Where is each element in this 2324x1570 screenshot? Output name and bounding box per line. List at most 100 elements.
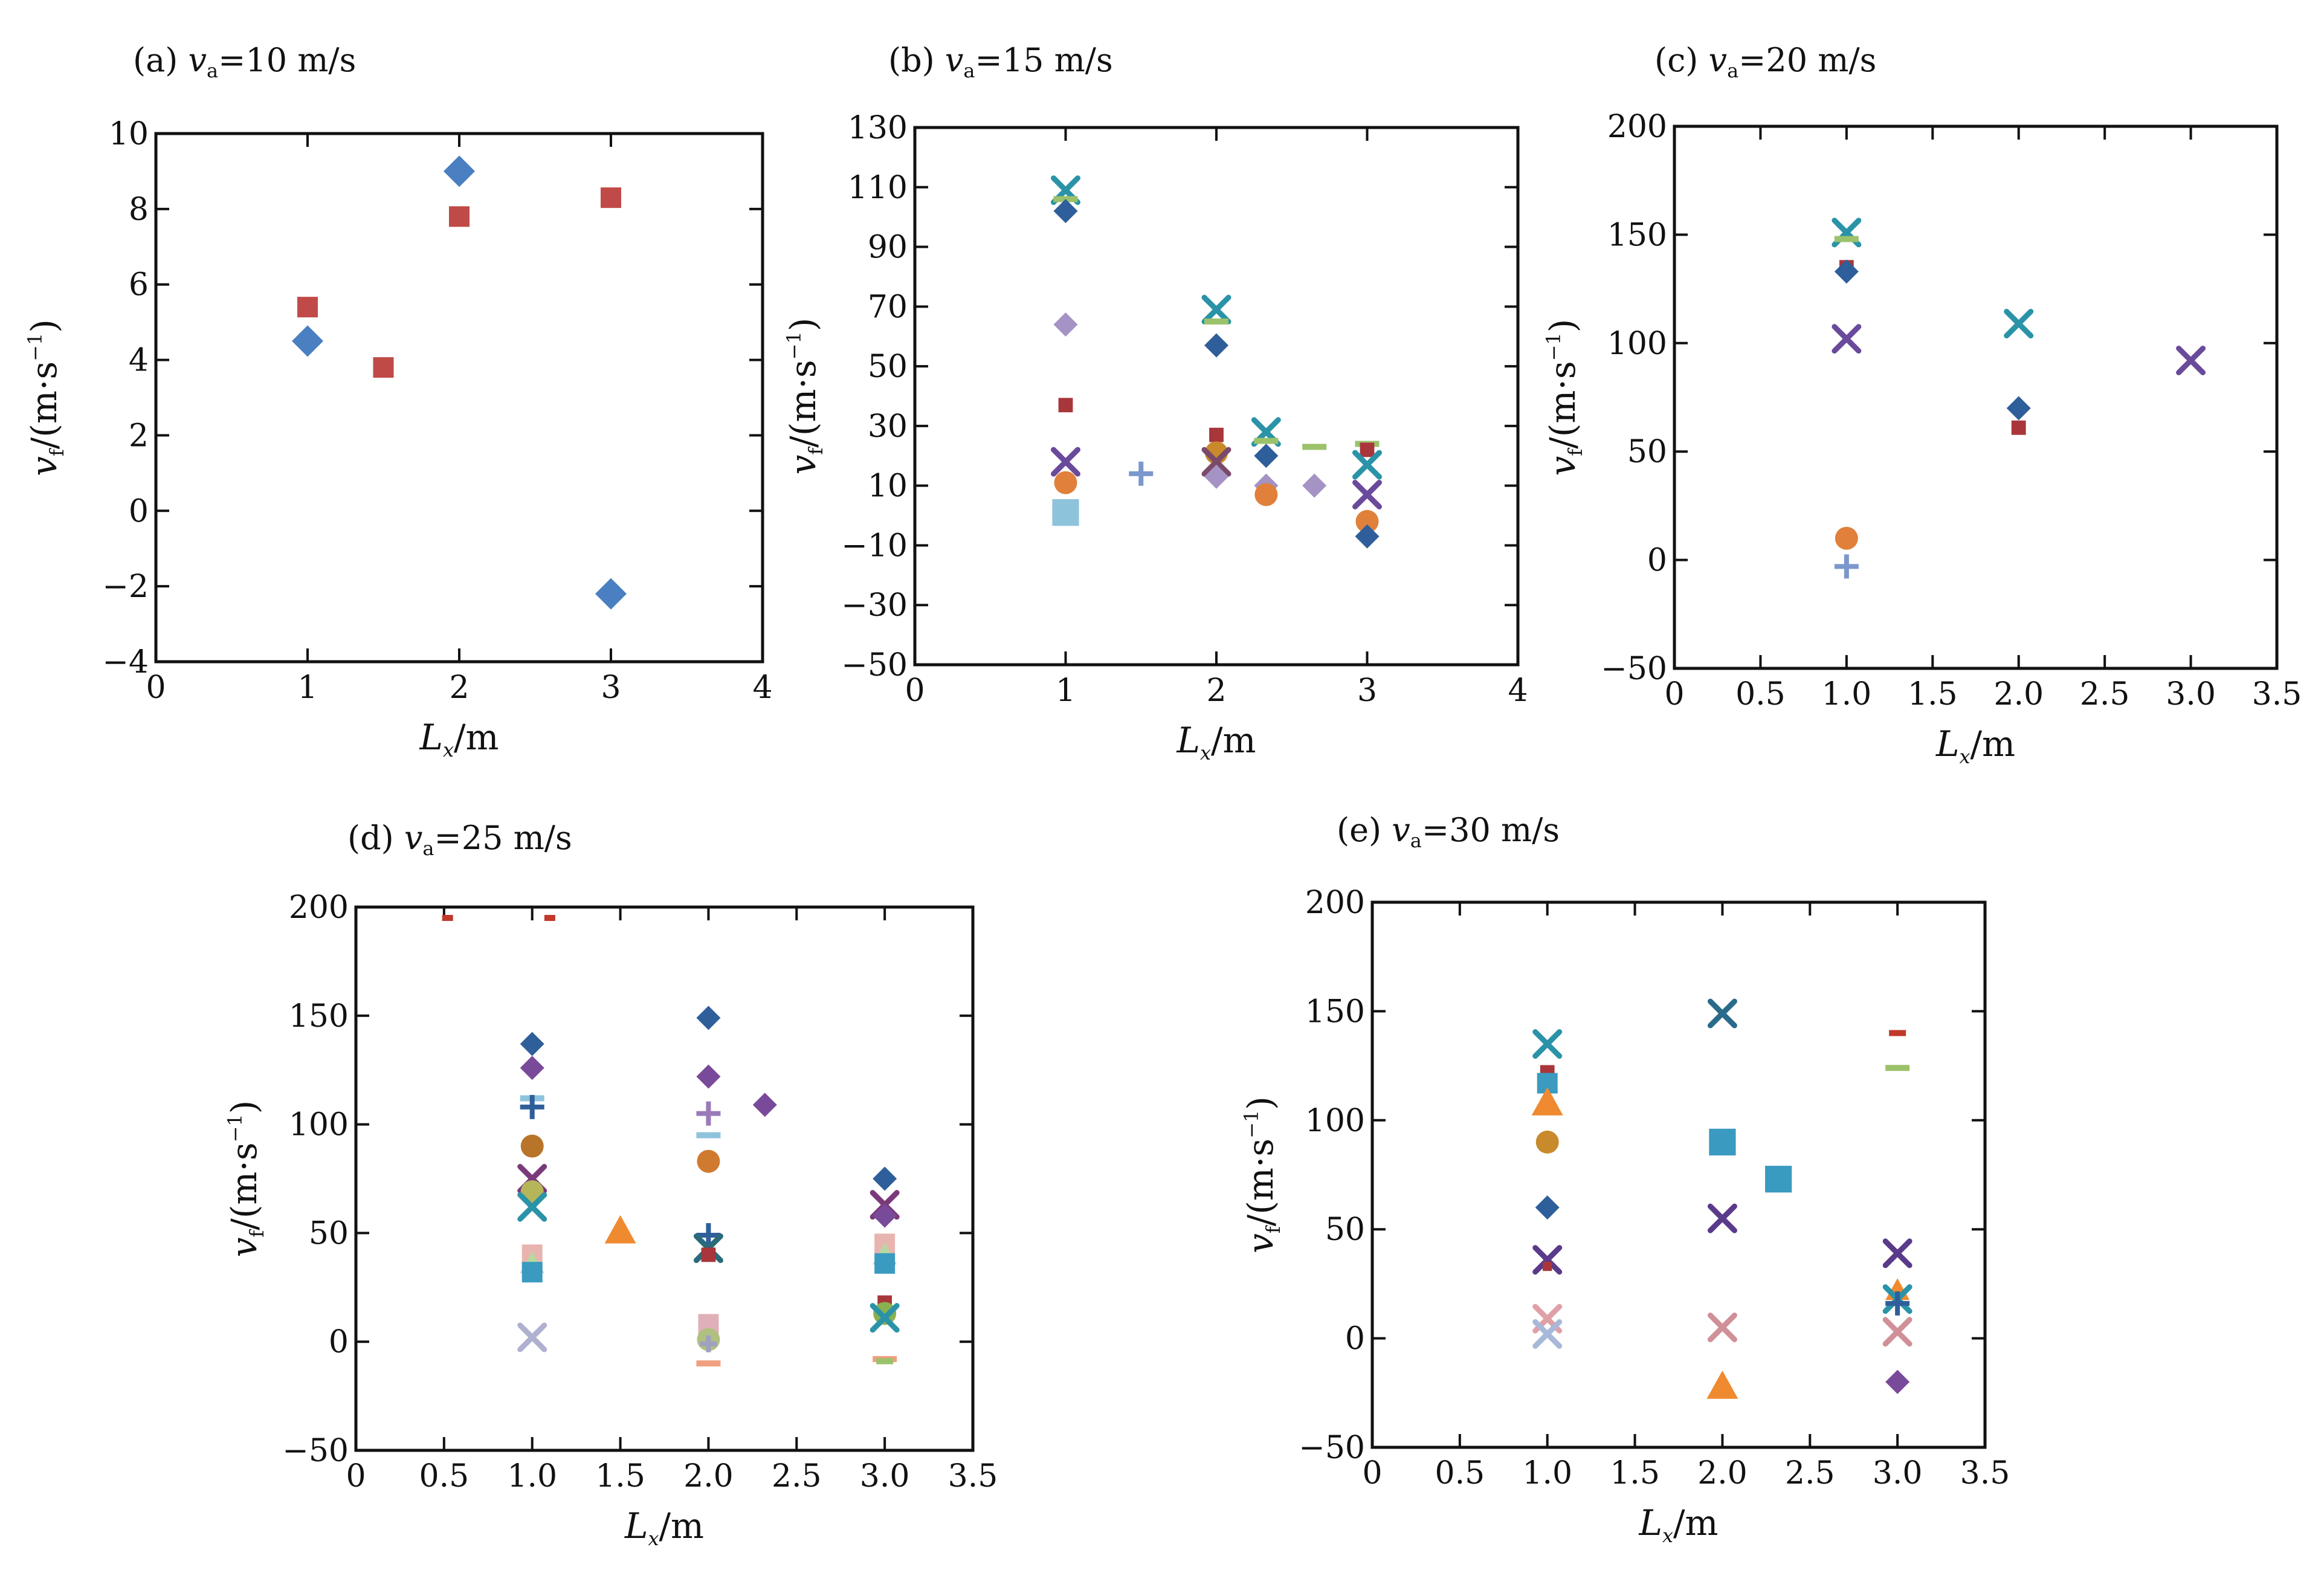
x-tick-label: 2.5	[1785, 1455, 1835, 1491]
data-point-diamond	[1254, 444, 1279, 468]
y-axis-label: vf/(m·s−1)	[224, 1100, 268, 1258]
x-tick-label: 0.5	[419, 1458, 470, 1494]
data-point-plus	[1129, 461, 1154, 486]
data-point-diamond	[1204, 333, 1228, 358]
data-point-dash	[1254, 438, 1279, 444]
y-tick-label: 150	[1305, 993, 1365, 1030]
data-point-diamond	[1885, 1369, 1910, 1394]
y-tick-label: 100	[1607, 326, 1667, 362]
data-point-square	[1709, 1128, 1736, 1155]
x-tick-label: 3.0	[2166, 676, 2216, 712]
data-point-x	[1201, 447, 1231, 477]
data-point-square	[1360, 442, 1375, 457]
y-tick-label: 90	[868, 230, 908, 266]
data-point-circle	[1355, 509, 1379, 533]
data-point-dash	[1885, 1065, 1910, 1071]
x-tick-label: 3.0	[1873, 1455, 1923, 1491]
data-point-square	[1209, 427, 1224, 442]
panel-title-d: (d) va=25 m/s	[347, 819, 572, 860]
data-point-square	[1058, 398, 1073, 413]
x-tick-label: 1.0	[1522, 1455, 1572, 1491]
panel-a: (a) va=10 m/s 0 1 2 3 4 −4 −2 0 2 4 6 8 10 Lx/m vf/(m·s…	[24, 41, 773, 761]
data-point-diamond	[1535, 1195, 1560, 1220]
data-point-square	[1765, 1166, 1792, 1193]
data-point-circle	[1535, 1130, 1559, 1154]
x-tick-label: 2	[1206, 673, 1226, 709]
y-tick-label: 70	[868, 289, 908, 325]
y-tick-label: −50	[282, 1433, 349, 1469]
y-tick-label: 10	[109, 116, 149, 152]
data-point-circle	[520, 1134, 544, 1158]
y-tick-label: 200	[1305, 885, 1365, 921]
panel-e: (e) va=30 m/s0 0.5 1.0 1.5 2.0 2.5 3.0 3.5−5005…	[1240, 811, 2010, 1547]
data-point-diamond	[444, 155, 475, 187]
x-tick-label: 1.5	[1908, 676, 1958, 712]
data-point-square	[297, 297, 318, 318]
x-tick-label: 0	[905, 673, 925, 709]
x-tick-label: 1.5	[595, 1458, 645, 1494]
data-point-circle	[1054, 471, 1077, 494]
data-point-circle	[873, 1302, 897, 1325]
panel-c: (c) va=20 m/s0 0.5 1.0 1.5 2.0 2.5 3.0 3.5−5005…	[1542, 41, 2302, 768]
data-point-x	[2004, 309, 2034, 339]
data-point-diamond	[1355, 524, 1380, 549]
y-tick-label: −2	[102, 569, 149, 605]
panel-title-e: (e) va=30 m/s	[1337, 811, 1560, 852]
x-tick-label: 0.5	[1435, 1455, 1485, 1491]
data-point-dash	[442, 914, 453, 921]
x-tick-label: 0	[1664, 676, 1684, 712]
x-tick-label: 2	[449, 670, 469, 706]
data-point-x	[2176, 346, 2206, 376]
y-axis-label: vf/(m·s−1)	[1542, 319, 1587, 476]
y-tick-label: −10	[841, 528, 908, 564]
data-point-diamond	[1302, 473, 1327, 498]
data-point-dash	[1889, 1030, 1906, 1036]
y-tick-label: 50	[1325, 1212, 1365, 1248]
panel-b: (b) va=15 m/s 0 1 2 3 4 −50 −30 −10 10 30 50 70 90 110…	[783, 41, 1528, 764]
data-point-diamond	[752, 1093, 777, 1117]
data-point-circle	[1254, 483, 1278, 506]
y-tick-label: 8	[129, 192, 149, 228]
data-point-diamond	[873, 1203, 897, 1228]
data-point-square	[601, 187, 621, 208]
y-tick-label: 10	[868, 468, 908, 505]
data-point-dash	[696, 1132, 721, 1139]
panel-title-c: (c) va=20 m/s	[1654, 41, 1876, 82]
x-tick-label: 3.0	[860, 1458, 910, 1494]
y-tick-label: 6	[129, 267, 149, 303]
data-point-circle	[697, 1149, 720, 1173]
panel-title-a: (a) va=10 m/s	[133, 41, 356, 82]
data-point-x	[1832, 324, 1862, 354]
y-tick-label: 200	[1607, 109, 1667, 145]
data-point-triangle	[1706, 1370, 1738, 1399]
y-tick-label: 110	[848, 170, 908, 206]
x-tick-label: 3.5	[948, 1458, 998, 1494]
x-tick-label: 3.5	[1960, 1455, 2010, 1491]
data-point-square	[2011, 420, 2026, 435]
x-tick-label: 3	[601, 670, 621, 706]
plot-frame	[154, 132, 764, 664]
data-point-x	[517, 1322, 547, 1352]
x-tick-label: 1	[1056, 673, 1076, 709]
y-axis-label: vf/(m·s−1)	[783, 318, 827, 475]
data-point-plus	[1885, 1291, 1910, 1316]
data-point-plus	[700, 1335, 717, 1352]
y-axis-label: vf/(m·s−1)	[24, 319, 68, 476]
data-point-diamond	[873, 1166, 897, 1191]
x-axis-label: Lx/m	[419, 717, 499, 761]
y-tick-label: −50	[1601, 651, 1667, 687]
plot-frame	[913, 126, 1520, 667]
y-tick-label: 0	[1345, 1321, 1365, 1357]
x-tick-label: 2.0	[1697, 1455, 1748, 1491]
x-tick-label: 2.5	[772, 1458, 822, 1494]
data-point-x	[1707, 1203, 1737, 1233]
data-point-dash	[544, 914, 555, 921]
x-axis-label: Lx/m	[624, 1505, 704, 1550]
y-tick-label: 30	[868, 409, 908, 445]
x-tick-label: 1.0	[507, 1458, 557, 1494]
data-point-square	[701, 1247, 716, 1262]
data-point-diamond	[1053, 312, 1078, 337]
data-point-square	[449, 206, 470, 227]
data-point-x	[870, 1303, 900, 1333]
